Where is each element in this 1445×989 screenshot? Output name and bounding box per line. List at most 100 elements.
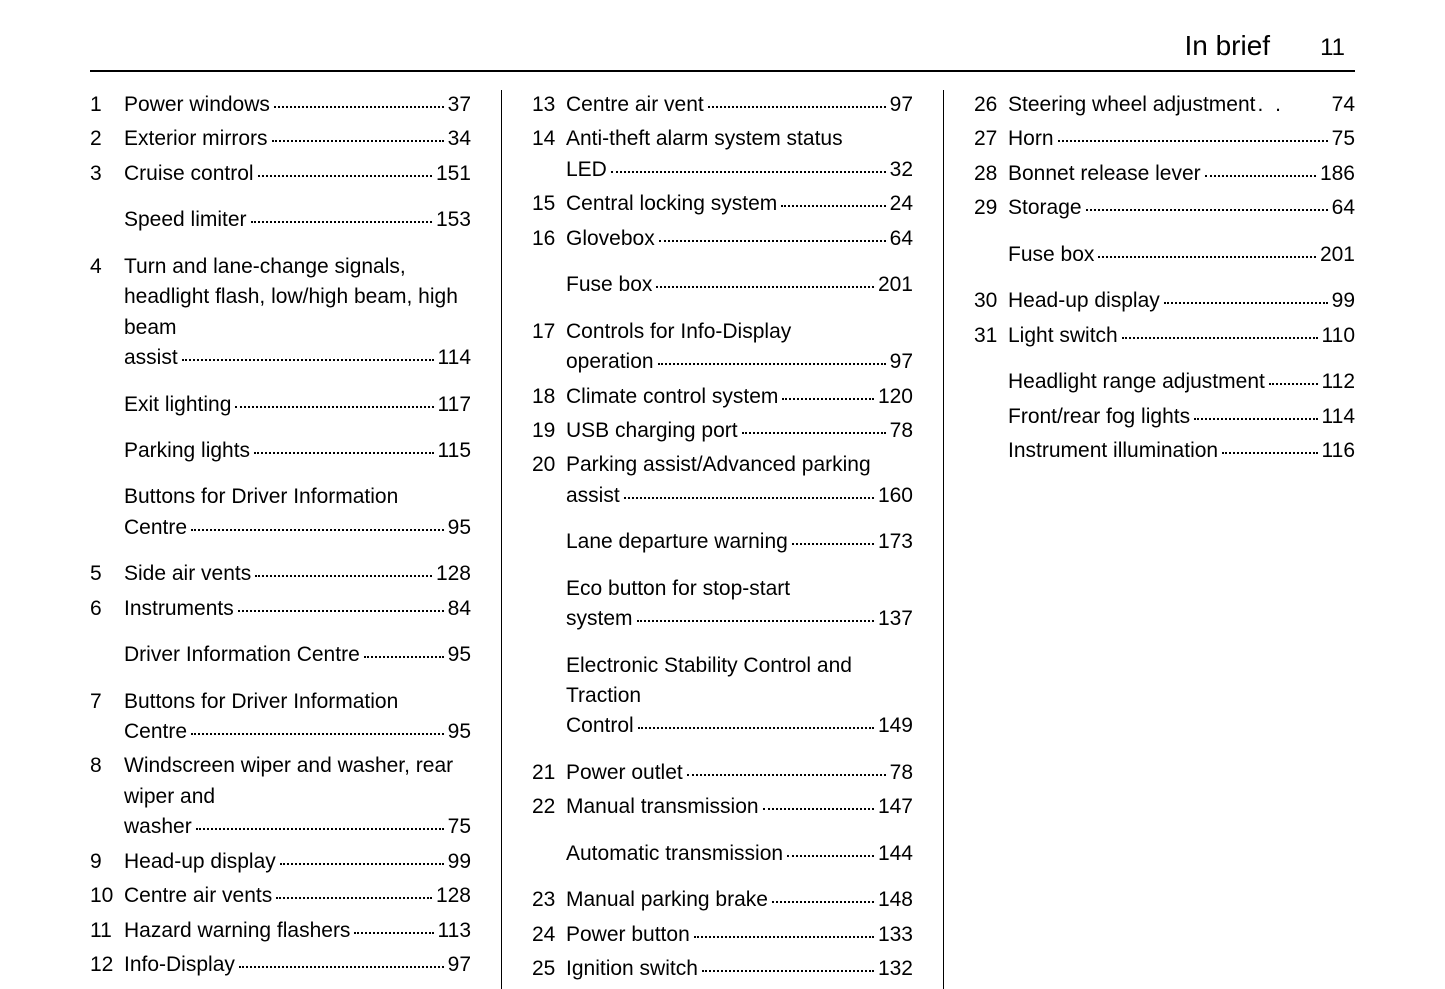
entry-body: Instrument illumination116 [1008,436,1355,466]
entry-text-tail: Cruise control [124,159,254,189]
index-columns: 1Power windows372Exterior mirrors343Crui… [90,90,1355,989]
index-entry: 28Bonnet release lever186 [974,159,1355,189]
entry-text: Instruments [124,594,234,624]
index-entry: Buttons for Driver InformationCentre95 [90,482,471,543]
entry-number: 24 [532,920,566,950]
entry-page: 153 [436,205,471,235]
entry-body: Glovebox64 [566,224,913,254]
entry-page: 114 [438,343,471,373]
entry-page: 32 [890,155,913,185]
page-header: In brief 11 [90,30,1355,72]
entry-body: Exit lighting117 [124,390,471,420]
entry-text-tail: Headlight range adjustment [1008,367,1265,397]
entry-body: Controls for Info-Displayoperation97 [566,317,913,378]
entry-text: Eco button for stop-start [566,574,913,604]
entry-text: Horn [1008,124,1054,154]
column-2: 13Centre air vent9714Anti-theft alarm sy… [502,90,944,989]
entry-page: 128 [436,559,471,589]
entry-body: Head-up display99 [1008,286,1355,316]
leader-dots [1098,256,1316,258]
entry-leader-line: operation97 [566,347,913,377]
entry-body: Manual transmission147 [566,792,913,822]
entry-number: 7 [90,687,124,717]
entry-leader-line: Lane departure warning173 [566,527,913,557]
index-entry: 20Parking assist/Advanced parkingassist1… [532,450,913,511]
entry-page: 132 [878,954,913,984]
index-entry: 18Climate control system120 [532,382,913,412]
leader-dots [182,359,434,361]
column-1: 1Power windows372Exterior mirrors343Crui… [90,90,502,989]
entry-leader-line: Driver Information Centre95 [124,640,471,670]
entry-text-tail: Bonnet release lever [1008,159,1201,189]
entry-page: 75 [1332,124,1355,154]
entry-number: 27 [974,124,1008,154]
entry-number: 26 [974,90,1008,120]
entry-leader-line: LED32 [566,155,913,185]
entry-body: Light switch110 [1008,321,1355,351]
entry-page: 147 [878,792,913,822]
leader-dots [272,140,444,142]
leader-dots [637,620,874,622]
leader-dots [638,727,874,729]
entry-number: 21 [532,758,566,788]
entry-body: Bonnet release lever186 [1008,159,1355,189]
entry-body: Central locking system24 [566,189,913,219]
index-entry: Front/rear fog lights114 [974,402,1355,432]
entry-text-tail: Side air vents [124,559,251,589]
entry-body: Power button133 [566,920,913,950]
leader-dots [1205,175,1316,177]
entry-page: 95 [448,640,471,670]
entry-page: 64 [890,224,913,254]
leader-dots [258,175,432,177]
leader-dots [772,901,874,903]
entry-leader-line: Exterior mirrors34 [124,124,471,154]
index-entry: 19USB charging port78 [532,416,913,446]
entry-body: Eco button for stop-startsystem137 [566,574,913,635]
entry-text-tail: assist [124,343,178,373]
entry-page: 110 [1322,321,1355,351]
entry-body: Centre air vent97 [566,90,913,120]
entry-page: 160 [878,481,913,511]
entry-leader-line: Instruments84 [124,594,471,624]
entry-page: 64 [1332,193,1355,223]
entry-number: 20 [532,450,566,480]
leader-dots [792,543,874,545]
entry-leader-line: Control149 [566,711,913,741]
entry-leader-line: Light switch110 [1008,321,1355,351]
entry-page: 128 [436,881,471,911]
entry-number: 2 [90,124,124,154]
leader-dots [196,828,444,830]
entry-leader-line: Speed limiter 153 [124,205,471,235]
leader-dots [1086,209,1328,211]
entry-body: Anti-theft alarm system statusLED32 [566,124,913,185]
entry-page: 120 [878,382,913,412]
leader-dots [694,936,874,938]
index-entry: Lane departure warning173 [532,527,913,557]
entry-text: Buttons for Driver Information [124,482,471,512]
index-entry: 8Windscreen wiper and washer, rear wiper… [90,751,471,842]
index-entry: 27Horn 75 [974,124,1355,154]
entry-number: 5 [90,559,124,589]
index-entry: 4Turn and lane-change signals, headlight… [90,252,471,374]
entry-text: Info-Display [124,950,235,980]
entry-leader-line: Power outlet78 [566,758,913,788]
entry-number: 18 [532,382,566,412]
entry-leader-line: Automatic transmission144 [566,839,913,869]
leader-dots [787,855,874,857]
entry-leader-line: Headlight range adjustment112 [1008,367,1355,397]
leader-dots [702,970,874,972]
entry-number: 29 [974,193,1008,223]
entry-text: Controls for Info-Display [566,317,913,347]
leader-dots [1164,302,1328,304]
entry-leader-line: Fuse box201 [1008,240,1355,270]
entry-number: 13 [532,90,566,120]
index-entry: 7Buttons for Driver InformationCentre95 [90,687,471,748]
entry-page: 37 [448,90,471,120]
entry-page: 99 [1332,286,1355,316]
leader-dots [656,286,874,288]
entry-page: 137 [878,604,913,634]
entry-number: 22 [532,792,566,822]
entry-text-tail: Speed limiter [124,205,247,235]
entry-page: 151 [436,159,471,189]
entry-leader-line: Horn 75 [1008,124,1355,154]
